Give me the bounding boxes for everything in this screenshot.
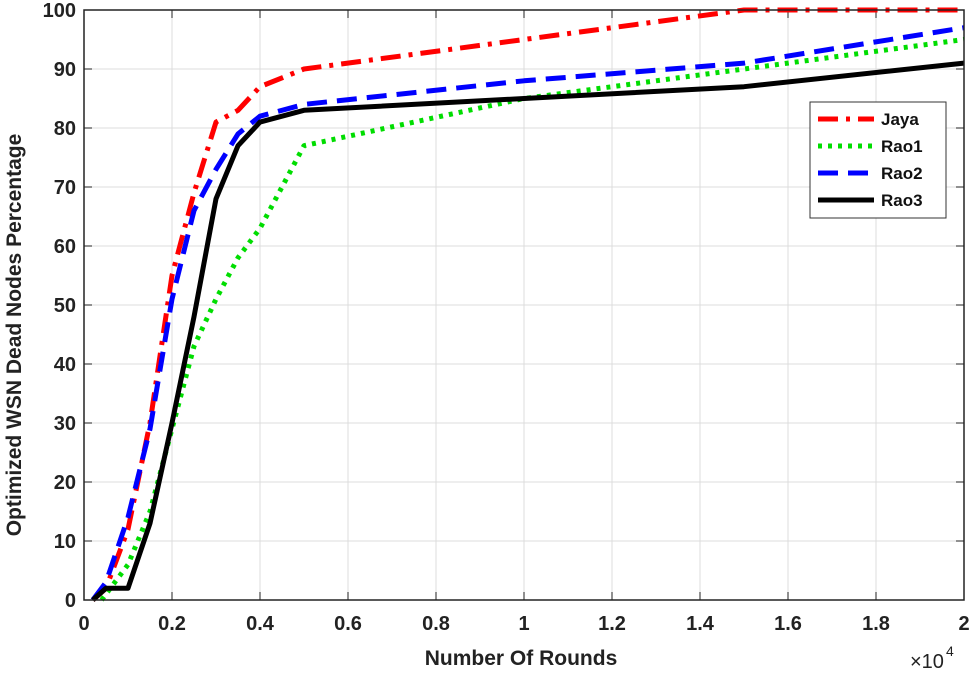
y-tick-label: 40 xyxy=(54,354,76,376)
x-multiplier-exponent: 4 xyxy=(946,643,954,659)
y-tick-label: 10 xyxy=(54,531,76,553)
y-axis-label: Optimized WSN Dead Nodes Percentage xyxy=(3,134,26,537)
y-tick-label: 20 xyxy=(54,472,76,494)
x-tick-label: 0.2 xyxy=(158,613,186,635)
plot-frame xyxy=(83,9,965,601)
series-line-rao2 xyxy=(90,25,965,602)
y-tick-label: 90 xyxy=(54,59,76,81)
x-axis-label: Number Of Rounds xyxy=(425,647,618,670)
series-group xyxy=(90,7,965,602)
legend-label-rao3: Rao3 xyxy=(881,191,923,210)
y-tick-label: 100 xyxy=(43,0,76,22)
y-tick-label: 0 xyxy=(65,590,76,612)
x-tick-label: 1 xyxy=(518,613,529,635)
y-tick-label: 80 xyxy=(54,118,76,140)
x-tick-label: 0.4 xyxy=(246,613,275,635)
x-tick-label: 1.6 xyxy=(774,613,802,635)
x-tick-label: 1.4 xyxy=(686,613,715,635)
y-tick-label: 60 xyxy=(54,236,76,258)
y-tick-label: 70 xyxy=(54,177,76,199)
series-line-jaya xyxy=(91,7,964,602)
y-tick-label: 30 xyxy=(54,413,76,435)
legend: Jaya Rao1 Rao2 Rao3 xyxy=(809,101,947,219)
x-tick-label: 1.2 xyxy=(598,613,626,635)
x-multiplier-label: ×10 xyxy=(910,651,944,673)
x-tick-label: 0.8 xyxy=(422,613,450,635)
series-line-rao3 xyxy=(91,60,965,602)
y-tick-label: 50 xyxy=(54,295,76,317)
x-tick-label: 0 xyxy=(78,613,89,635)
series-line-rao1 xyxy=(99,37,965,602)
x-tick-label: 2 xyxy=(958,613,969,635)
x-tick-label: 1.8 xyxy=(862,613,890,635)
legend-label-rao1: Rao1 xyxy=(881,137,923,156)
x-tick-label: 0.6 xyxy=(334,613,362,635)
legend-label-rao2: Rao2 xyxy=(881,164,923,183)
legend-label-jaya: Jaya xyxy=(881,110,919,129)
x-tick-labels: 0 0.2 0.4 0.6 0.8 1 1.2 1.4 1.6 1.8 2 xyxy=(78,613,969,635)
y-tick-labels: 0 10 20 30 40 50 60 70 80 90 100 xyxy=(43,0,76,612)
